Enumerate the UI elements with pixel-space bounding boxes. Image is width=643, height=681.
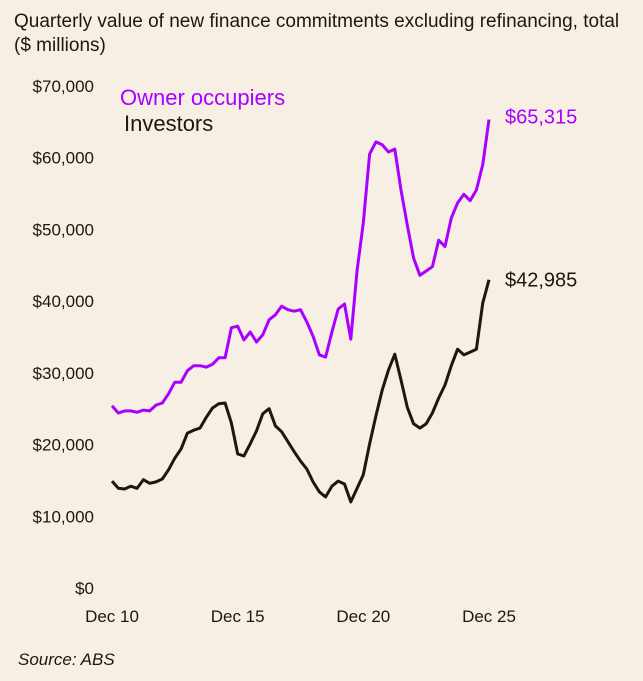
series-line-owner-occupiers: [110, 119, 491, 415]
y-tick-label: $50,000: [33, 220, 94, 239]
y-tick-label: $0: [75, 579, 94, 598]
y-tick-label: $70,000: [33, 77, 94, 96]
y-tick-label: $20,000: [33, 436, 94, 455]
end-value-label: $42,985: [505, 270, 577, 292]
x-tick-label: Dec 15: [211, 607, 265, 626]
chart-title: Quarterly value of new finance commitmen…: [14, 11, 620, 56]
legend-entry: Investors: [124, 111, 213, 136]
end-value-label: $65,315: [505, 107, 577, 129]
y-tick-label: $10,000: [33, 507, 94, 526]
x-tick-label: Dec 10: [85, 607, 139, 626]
y-tick-label: $30,000: [33, 364, 94, 383]
legend-entry: Owner occupiers: [120, 85, 285, 110]
y-tick-label: $60,000: [33, 149, 94, 168]
series-line-investors: [110, 279, 491, 504]
x-tick-label: Dec 20: [336, 607, 390, 626]
source-note: Source: ABS: [18, 650, 115, 669]
y-tick-label: $40,000: [33, 292, 94, 311]
x-tick-label: Dec 25: [462, 607, 516, 626]
